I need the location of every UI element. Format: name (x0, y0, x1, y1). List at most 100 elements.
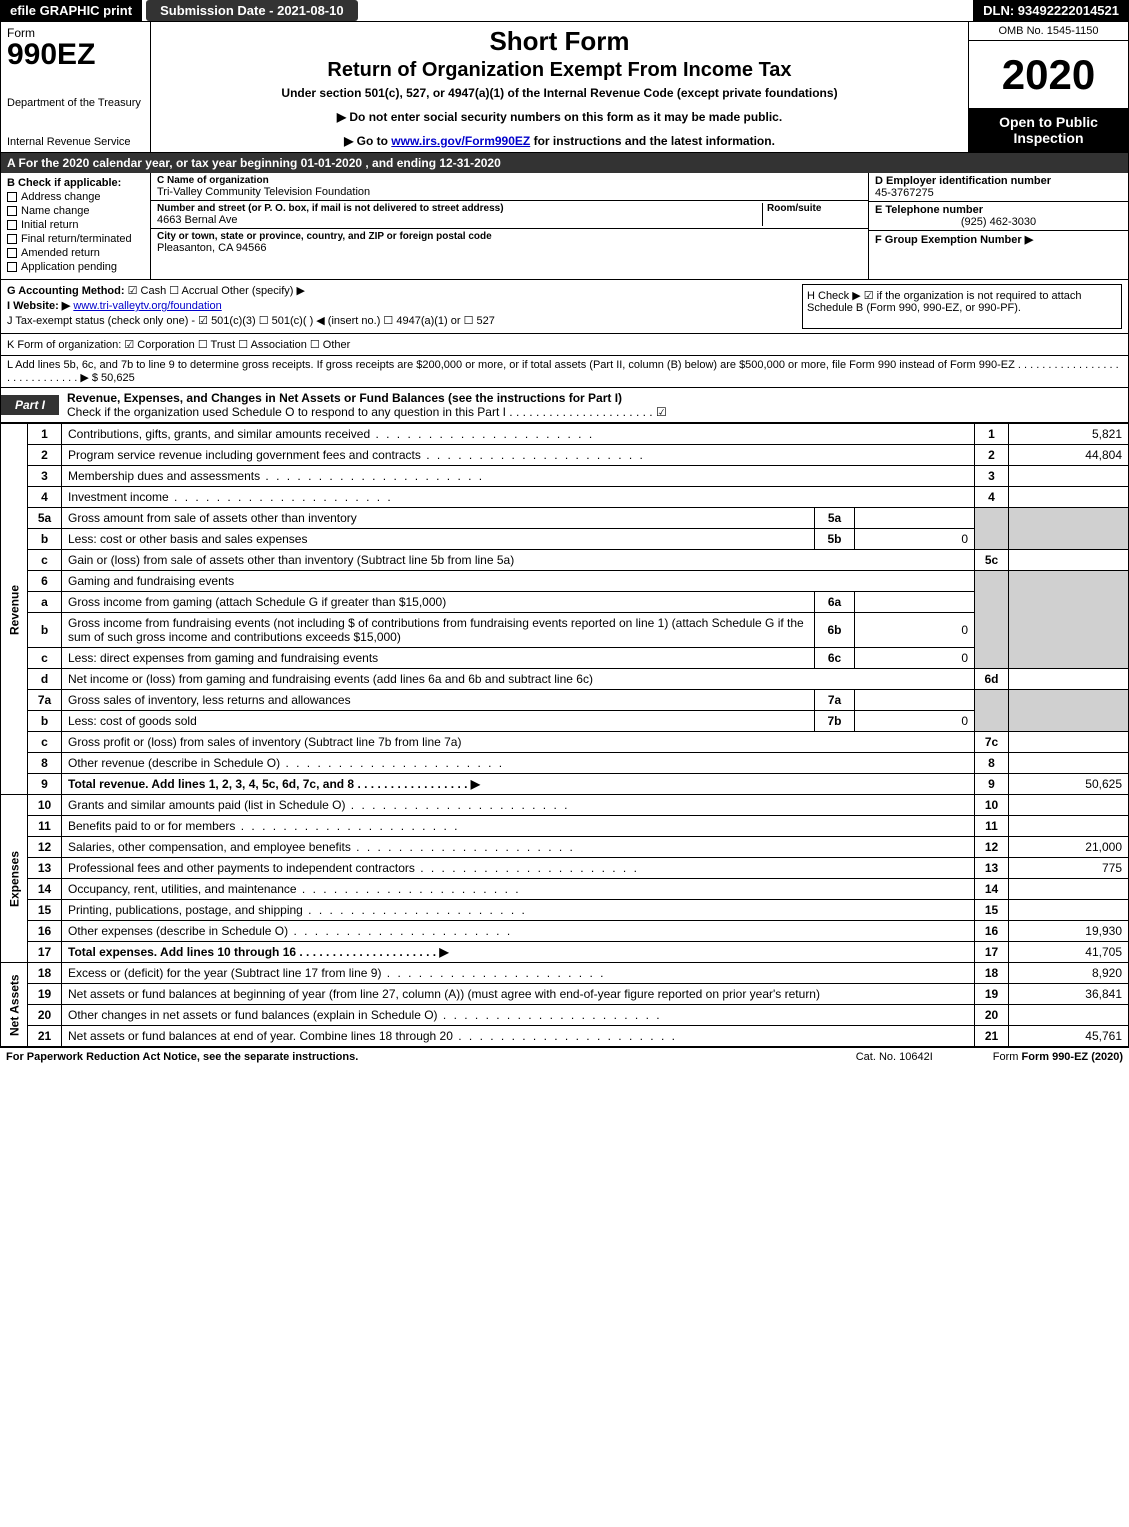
g-opts: ☑ Cash ☐ Accrual Other (specify) ▶ (128, 285, 305, 297)
rn-5c: c (28, 550, 62, 571)
rc-7c: 7c (975, 732, 1009, 753)
rt-6: Gaming and fundraising events (62, 571, 975, 592)
ra-13: 775 (1009, 858, 1129, 879)
rt-8: Other revenue (describe in Schedule O) (62, 753, 975, 774)
rt-5a: Gross amount from sale of assets other t… (62, 508, 815, 529)
rn-3: 3 (28, 466, 62, 487)
shade-7v (1009, 690, 1129, 732)
sn-6a: 6a (815, 592, 855, 613)
footer-cat: Cat. No. 10642I (856, 1051, 933, 1063)
cat-revenue: Revenue (1, 424, 28, 795)
goto-pre: ▶ Go to (344, 134, 391, 148)
rn-2: 2 (28, 445, 62, 466)
shade-6v (1009, 571, 1129, 669)
rn-6d: d (28, 669, 62, 690)
part1-checknote: Check if the organization used Schedule … (67, 405, 667, 419)
g-label: G Accounting Method: (7, 285, 125, 297)
goto-post: for instructions and the latest informat… (534, 134, 775, 148)
rt-18: Excess or (deficit) for the year (Subtra… (62, 963, 975, 984)
rt-7c: Gross profit or (loss) from sales of inv… (62, 732, 975, 753)
rn-6: 6 (28, 571, 62, 592)
rn-13: 13 (28, 858, 62, 879)
dept-label: Department of the Treasury (7, 97, 144, 109)
checkboxes-b: B Check if applicable: Address change Na… (1, 173, 151, 279)
footer-right: Form Form 990-EZ (2020) (993, 1051, 1123, 1063)
chk-amended-return[interactable]: Amended return (7, 247, 144, 259)
rt-10: Grants and similar amounts paid (list in… (62, 795, 975, 816)
rc-10: 10 (975, 795, 1009, 816)
irs-link[interactable]: www.irs.gov/Form990EZ (391, 134, 530, 148)
omb-number: OMB No. 1545-1150 (969, 22, 1128, 41)
chk-application-pending[interactable]: Application pending (7, 261, 144, 273)
ra-11 (1009, 816, 1129, 837)
org-name: Tri-Valley Community Television Foundati… (157, 186, 862, 198)
rt-5b: Less: cost or other basis and sales expe… (62, 529, 815, 550)
street-value: 4663 Bernal Ave (157, 214, 762, 226)
phone-value: (925) 462-3030 (875, 216, 1122, 228)
part1-header: Part I Revenue, Expenses, and Changes in… (0, 388, 1129, 423)
rt-7a: Gross sales of inventory, less returns a… (62, 690, 815, 711)
ra-10 (1009, 795, 1129, 816)
rn-7a: 7a (28, 690, 62, 711)
chk-initial-return[interactable]: Initial return (7, 219, 144, 231)
header-right: OMB No. 1545-1150 2020 Open to Public In… (968, 22, 1128, 152)
ssn-note: ▶ Do not enter social security numbers o… (161, 110, 958, 124)
rn-17: 17 (28, 942, 62, 963)
efile-label[interactable]: efile GRAPHIC print (0, 0, 142, 21)
ra-17: 41,705 (1009, 942, 1129, 963)
rt-21: Net assets or fund balances at end of ye… (62, 1026, 975, 1047)
rt-12: Salaries, other compensation, and employ… (62, 837, 975, 858)
shade-6 (975, 571, 1009, 669)
rt-14: Occupancy, rent, utilities, and maintena… (62, 879, 975, 900)
subtitle: Under section 501(c), 527, or 4947(a)(1)… (161, 86, 958, 100)
rt-3: Membership dues and assessments (62, 466, 975, 487)
sv-7b: 0 (855, 711, 975, 732)
chk-name-change[interactable]: Name change (7, 205, 144, 217)
form-header: Form 990EZ Department of the Treasury In… (0, 22, 1129, 153)
rc-4: 4 (975, 487, 1009, 508)
rc-13: 13 (975, 858, 1009, 879)
ra-8 (1009, 753, 1129, 774)
ra-15 (1009, 900, 1129, 921)
rc-20: 20 (975, 1005, 1009, 1026)
rc-8: 8 (975, 753, 1009, 774)
rt-9: Total revenue. Add lines 1, 2, 3, 4, 5c,… (62, 774, 975, 795)
sv-6a (855, 592, 975, 613)
form-number: 990EZ (7, 40, 144, 70)
ra-1: 5,821 (1009, 424, 1129, 445)
chk-final-return[interactable]: Final return/terminated (7, 233, 144, 245)
rc-5c: 5c (975, 550, 1009, 571)
ra-9: 50,625 (1009, 774, 1129, 795)
rn-15: 15 (28, 900, 62, 921)
rc-11: 11 (975, 816, 1009, 837)
room-label: Room/suite (767, 203, 862, 214)
rt-11: Benefits paid to or for members (62, 816, 975, 837)
sn-7b: 7b (815, 711, 855, 732)
d-label: D Employer identification number (875, 175, 1122, 187)
b-title: B Check if applicable: (7, 177, 144, 189)
entity-block: B Check if applicable: Address change Na… (0, 173, 1129, 280)
ra-21: 45,761 (1009, 1026, 1129, 1047)
rn-16: 16 (28, 921, 62, 942)
street-label: Number and street (or P. O. box, if mail… (157, 203, 762, 214)
open-public-box: Open to Public Inspection (969, 108, 1128, 152)
rn-18: 18 (28, 963, 62, 984)
line-a: A For the 2020 calendar year, or tax yea… (0, 153, 1129, 173)
rn-11: 11 (28, 816, 62, 837)
sv-5b: 0 (855, 529, 975, 550)
rt-13: Professional fees and other payments to … (62, 858, 975, 879)
h-box: H Check ▶ ☑ if the organization is not r… (802, 284, 1122, 329)
sv-6b: 0 (855, 613, 975, 648)
c-label: C Name of organization (157, 175, 862, 186)
top-bar: efile GRAPHIC print Submission Date - 20… (0, 0, 1129, 22)
rc-3: 3 (975, 466, 1009, 487)
rc-17: 17 (975, 942, 1009, 963)
dln-label: DLN: 93492222014521 (973, 0, 1129, 21)
rn-5b: b (28, 529, 62, 550)
ra-3 (1009, 466, 1129, 487)
rt-1: Contributions, gifts, grants, and simila… (62, 424, 975, 445)
website-link[interactable]: www.tri-valleytv.org/foundation (73, 300, 221, 312)
ra-4 (1009, 487, 1129, 508)
chk-address-change[interactable]: Address change (7, 191, 144, 203)
k-line: K Form of organization: ☑ Corporation ☐ … (0, 334, 1129, 356)
